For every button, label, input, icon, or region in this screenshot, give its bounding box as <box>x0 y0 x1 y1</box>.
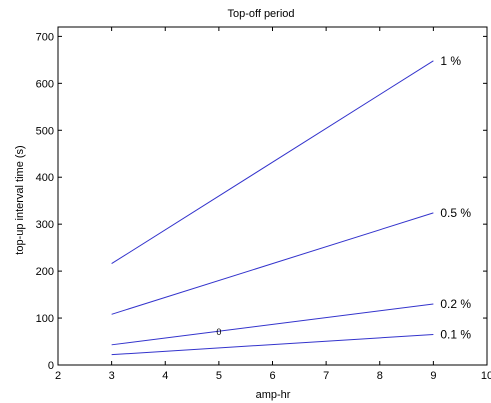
y-tick-label: 200 <box>36 266 54 278</box>
x-axis-label: amp-hr <box>256 389 291 401</box>
series-line <box>111 212 434 315</box>
chart-title: Top-off period <box>227 8 294 20</box>
plot-frame <box>57 26 488 366</box>
x-tick-label: 4 <box>162 370 168 382</box>
series-label: 0.1 % <box>440 327 471 341</box>
y-tick-label: 300 <box>36 219 54 231</box>
y-tick-label: 0 <box>48 360 54 372</box>
y-tick-label: 500 <box>36 125 54 137</box>
y-tick-label: 100 <box>36 313 54 325</box>
x-tick-label: 3 <box>109 370 115 382</box>
x-tick-label: 5 <box>216 370 222 382</box>
y-tick-label: 400 <box>36 172 54 184</box>
series-line <box>111 303 434 346</box>
x-tick-label: 7 <box>323 370 329 382</box>
series-label: 0.5 % <box>440 206 471 220</box>
x-tick-label: 9 <box>430 370 436 382</box>
series-label: 1 % <box>440 54 461 68</box>
x-tick-label: 10 <box>481 370 491 382</box>
series-line <box>111 333 434 356</box>
series-label: 0.2 % <box>440 297 471 311</box>
y-tick-label: 600 <box>36 78 54 90</box>
y-axis-label: top-up interval time (s) <box>14 145 26 254</box>
x-tick-label: 2 <box>55 370 61 382</box>
series-line <box>111 60 434 265</box>
chart-annotation: 0 <box>216 327 221 337</box>
y-tick-label: 700 <box>36 31 54 43</box>
x-tick-label: 6 <box>269 370 275 382</box>
x-tick-label: 8 <box>377 370 383 382</box>
